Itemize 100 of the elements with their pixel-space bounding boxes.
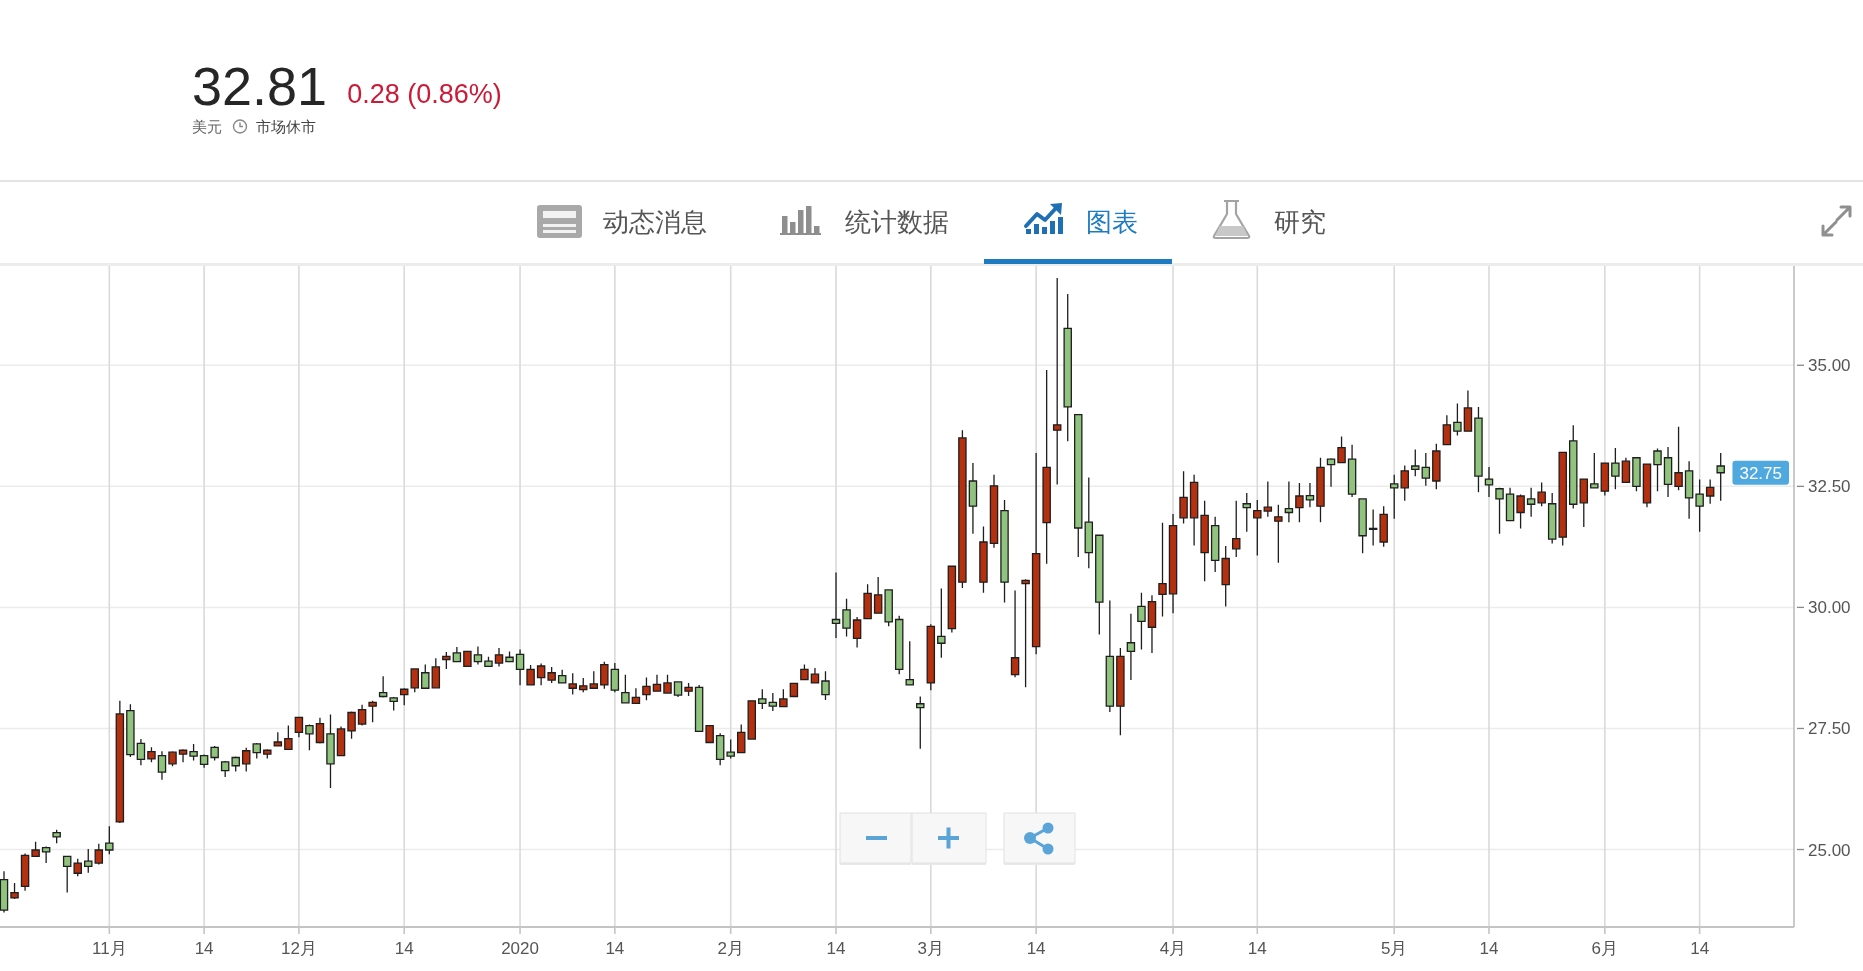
candlestick [220,760,230,778]
candlestick [473,645,483,666]
candlestick [842,598,851,638]
candlestick [821,670,830,701]
candlestick [199,753,209,769]
candlestick [294,716,304,738]
candlestick [368,700,377,723]
candlestick [1389,474,1399,520]
candlestick [347,710,356,740]
candlestick [62,855,72,894]
candlestick [1274,504,1283,564]
candlestick [1000,499,1009,604]
candlestick [1337,435,1346,464]
candlestick [515,648,525,687]
y-tick-label: 25.00 [1808,840,1851,860]
candlestick [115,700,125,824]
candlestick [1253,499,1262,557]
x-tick-label: 2020 [501,939,539,958]
candlestick [210,745,219,762]
candlestick [916,695,925,750]
x-tick-label: 3月 [917,939,945,958]
candlestick [1105,599,1115,713]
chart-title: 32.81 [192,56,328,116]
candlestick [1347,444,1357,498]
candlestick [1547,492,1557,545]
candlestick [1400,464,1409,502]
candlestick [189,743,198,762]
candlestick [968,462,978,535]
candlestick [1326,457,1336,488]
candlestick [1442,414,1452,446]
candlestick [136,738,146,766]
candlestick [1632,456,1641,492]
candlestick [1147,594,1157,654]
candlestick [789,682,799,698]
candlestick [1368,508,1378,547]
x-tick-label: 14 [1247,939,1267,958]
candlestick [305,723,314,751]
candlestick [694,684,704,733]
candlestick [1705,478,1715,505]
x-tick-label: 11月 [91,939,127,958]
candlestick [568,672,577,696]
candlestick [1295,482,1304,523]
candlestick [84,848,93,874]
candlestick [684,682,693,697]
candlestick [526,664,535,687]
candlestick [1611,447,1620,490]
candlestick [1526,487,1536,518]
candlestick [589,670,599,689]
candlestick [315,717,325,745]
candlestick [937,587,946,659]
candlestick [421,663,430,689]
candlestick [1316,457,1325,523]
candlestick [252,742,262,760]
candlestick [1421,452,1431,487]
candlestick [1200,500,1209,582]
candlestick [1495,487,1504,535]
candlestick [399,687,409,706]
y-tick-label: 30.00 [1808,598,1851,618]
x-tick-label: 12月 [280,939,317,958]
y-tick-label: 27.50 [1808,719,1851,739]
candlestick [1042,369,1051,565]
candlestick [1010,589,1020,678]
candlestick [831,571,841,639]
candlestick [1358,497,1367,554]
candlestick [1590,452,1599,489]
candlestick [1642,462,1652,508]
text: 统计数据 [845,207,949,237]
candlestick [94,843,104,866]
candlestick [241,747,251,773]
x-tick-label: 4月 [1159,939,1187,958]
candlestick [810,667,820,684]
candlestick [231,755,240,773]
candlestick [905,640,914,686]
candlestick [758,688,767,710]
candlestick [1653,447,1662,492]
candlestick [494,647,504,668]
candlestick [336,725,346,757]
candlestick [1095,534,1104,636]
candlestick [779,688,788,708]
candlestick [642,676,651,702]
chart-subtitle: 0.28 (0.86%) [347,79,502,109]
candlestick [631,687,641,705]
candlestick [673,680,683,698]
candlestick [1537,481,1546,507]
candlestick [41,845,51,864]
candlestick [1231,500,1241,558]
candlestick [147,746,156,764]
candlestick [1210,516,1220,573]
candlestick [484,656,493,668]
candlestick [1453,402,1462,437]
candlestick [105,825,114,856]
candlestick [989,474,999,549]
candlestick [1074,413,1083,558]
candlestick [1600,461,1610,497]
candlestick [1379,505,1388,548]
candlestick [263,748,272,760]
candlestick [663,674,672,694]
candlestick [1674,426,1683,491]
candlestick [894,614,904,675]
candlestick [326,713,335,789]
